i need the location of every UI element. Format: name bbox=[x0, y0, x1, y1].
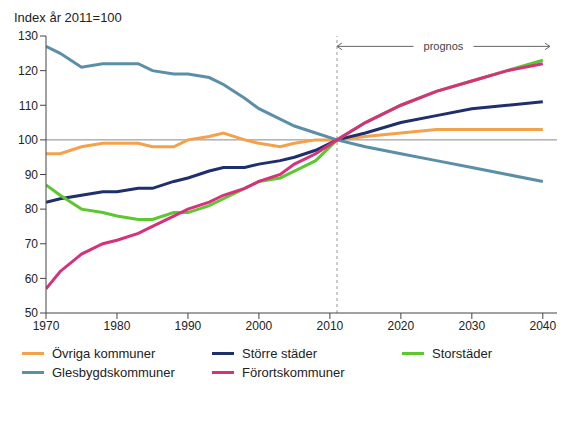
svg-text:1970: 1970 bbox=[33, 319, 60, 333]
svg-text:50: 50 bbox=[25, 306, 39, 320]
html-text:Storstäder: Storstäder bbox=[432, 346, 492, 361]
svg-text:60: 60 bbox=[25, 272, 39, 286]
svg-text:110: 110 bbox=[19, 99, 38, 113]
html-text:Glesbygdskommuner: Glesbygdskommuner bbox=[52, 365, 175, 380]
svg-text:2030: 2030 bbox=[458, 319, 485, 333]
svg-text:130: 130 bbox=[18, 29, 38, 43]
html-text:Förortskommuner: Förortskommuner bbox=[242, 365, 345, 380]
svg-text:1980: 1980 bbox=[104, 319, 131, 333]
svg-text:2000: 2000 bbox=[246, 319, 273, 333]
svg-text:1990: 1990 bbox=[175, 319, 202, 333]
svg-text:90: 90 bbox=[25, 168, 39, 182]
html-text:Större städer: Större städer bbox=[242, 346, 318, 361]
svg-text:2040: 2040 bbox=[529, 319, 556, 333]
svg-text:80: 80 bbox=[25, 202, 39, 216]
svg-text:prognos: prognos bbox=[424, 40, 464, 52]
html-text:Index år 2011=100: Index år 2011=100 bbox=[14, 10, 122, 25]
svg-text:120: 120 bbox=[18, 64, 38, 78]
svg-text:2020: 2020 bbox=[388, 319, 415, 333]
svg-text:2010: 2010 bbox=[317, 319, 344, 333]
html-text:Övriga kommuner: Övriga kommuner bbox=[52, 346, 156, 361]
svg-text:70: 70 bbox=[25, 237, 39, 251]
svg-text:100: 100 bbox=[18, 133, 38, 147]
